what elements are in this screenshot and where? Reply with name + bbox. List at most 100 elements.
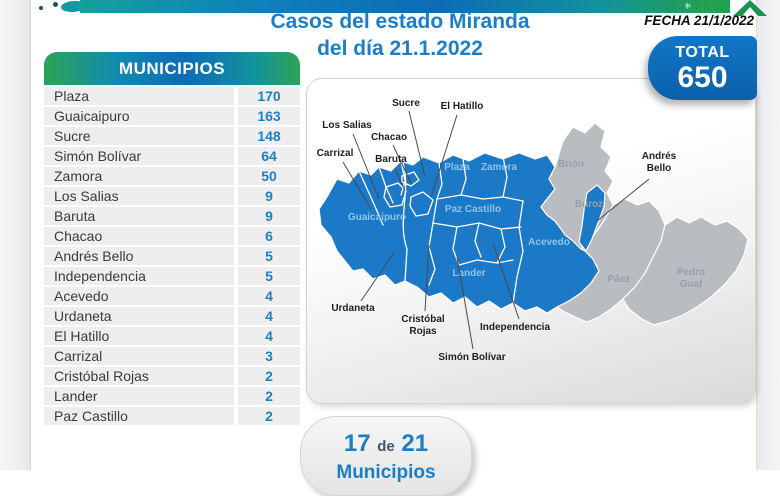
municipality-cases: 6	[238, 226, 300, 245]
map-region-label: Plaza	[444, 162, 470, 173]
map-leader-line	[424, 244, 430, 312]
table-row: Lander 2	[44, 386, 300, 405]
map-leader-line	[394, 167, 406, 192]
table-row: Paz Castillo 2	[44, 406, 300, 425]
municipality-cases: 163	[238, 106, 300, 125]
municipality-name: Zamora	[44, 166, 234, 185]
count-value: 17	[343, 430, 371, 457]
table-row: Andrés Bello 5	[44, 246, 300, 265]
table-row: Zamora 50	[44, 166, 300, 185]
table-row: Los Salias 9	[44, 186, 300, 205]
map-callout-label: El Hatillo	[441, 101, 484, 112]
banner-logo-blob	[61, 1, 85, 12]
map-leader-line	[430, 114, 458, 198]
total-value: 650	[677, 61, 728, 94]
municipios-table: MUNICIPIOS Plaza 170 Guaicaipuro 163 Sucre 14…	[44, 52, 300, 425]
map-callout-label: Andrés Bello	[642, 151, 677, 174]
map-region-label: Zamora	[481, 162, 518, 173]
map-callout-label: Chacao	[371, 132, 407, 143]
municipality-name: Lander	[44, 386, 234, 405]
map-leader-line	[596, 178, 650, 222]
map-labels: Guaicaipuro Plaza Zamora Paz Castillo Lander…	[317, 98, 706, 363]
municipality-cases: 9	[238, 186, 300, 205]
table-row: Plaza 170	[44, 86, 300, 105]
map-internal-borders	[358, 156, 524, 304]
table-row: Cristóbal Rojas 2	[44, 366, 300, 385]
map-leader-line	[492, 242, 520, 320]
table-row: Sucre 148	[44, 126, 300, 145]
map-region-label: Brión	[558, 159, 584, 170]
virus-icon: ✳	[684, 1, 692, 11]
municipality-name: Baruta	[44, 206, 234, 225]
map-region-label: Buroz	[575, 199, 603, 210]
map-callout-label: Urdaneta	[331, 303, 375, 314]
municipality-name: Independencia	[44, 266, 234, 285]
map-callout-label: Sucre	[392, 98, 420, 109]
right-gutter	[756, 0, 780, 470]
municipality-name: Urdaneta	[44, 306, 234, 325]
municipality-name: Plaza	[44, 86, 234, 105]
municipality-name: Guaicaipuro	[44, 106, 234, 125]
municipios-table-header: MUNICIPIOS	[44, 52, 300, 85]
fecha-label: FECHA 21/1/2022	[644, 13, 754, 28]
map-leader-line	[408, 110, 426, 178]
table-row: Acevedo 4	[44, 286, 300, 305]
table-row: Chacao 6	[44, 226, 300, 245]
banner-dot	[53, 2, 58, 7]
municipality-cases: 5	[238, 266, 300, 285]
municipality-name: Acevedo	[44, 286, 234, 305]
municipality-cases: 148	[238, 126, 300, 145]
miranda-map: Guaicaipuro Plaza Zamora Paz Castillo Lander…	[317, 98, 749, 363]
count-separator: de	[377, 438, 395, 455]
municipality-cases: 3	[238, 346, 300, 365]
total-badge: TOTAL 650	[648, 36, 757, 100]
municipality-cases: 64	[238, 146, 300, 165]
map-region-label: Páez	[608, 274, 631, 285]
map-gray-region-paez	[556, 198, 666, 323]
municipality-cases: 4	[238, 306, 300, 325]
table-row: Baruta 9	[44, 206, 300, 225]
table-row: El Hatillo 4	[44, 326, 300, 345]
municipality-cases: 5	[238, 246, 300, 265]
page-title: Casos del estado Miranda del día 21.1.20…	[250, 8, 550, 62]
table-row: Carrizal 3	[44, 346, 300, 365]
table-row: Guaicaipuro 163	[44, 106, 300, 125]
map-callout-label: Independencia	[480, 322, 550, 333]
municipality-cases: 2	[238, 406, 300, 425]
logo-triangle-inner	[742, 7, 758, 16]
map-callout-label: Cristóbal Rojas	[401, 314, 445, 337]
map-callout-label: Los Salias	[322, 120, 372, 131]
table-row: Simón Bolívar 64	[44, 146, 300, 165]
municipality-name: Los Salias	[44, 186, 234, 205]
page-title-line1: Casos del estado Miranda	[270, 10, 530, 33]
map-leader-line	[456, 256, 474, 350]
table-row: Independencia 5	[44, 266, 300, 285]
map-leader-line	[352, 133, 380, 200]
mountain-logo-icon	[733, 0, 767, 16]
map-leader-line	[360, 250, 396, 302]
map-leader-line	[342, 161, 372, 210]
municipality-name: Chacao	[44, 226, 234, 245]
table-row: Urdaneta 4	[44, 306, 300, 325]
municipality-name: Andrés Bello	[44, 246, 234, 265]
map-region-label: Acevedo	[528, 237, 570, 248]
municipality-cases: 170	[238, 86, 300, 105]
municipality-name: Simón Bolívar	[44, 146, 234, 165]
municipality-cases: 50	[238, 166, 300, 185]
municipios-table-body: Plaza 170 Guaicaipuro 163 Sucre 148 Simón Bolí…	[44, 86, 300, 425]
municipality-cases: 9	[238, 206, 300, 225]
map-gray-region-pedro-gual	[622, 216, 749, 326]
map-callout-label: Simón Bolívar	[438, 352, 505, 363]
municipality-name: Paz Castillo	[44, 406, 234, 425]
municipios-count-pill: 17 de 21 Municipios	[300, 416, 472, 496]
municipality-name: Cristóbal Rojas	[44, 366, 234, 385]
municipality-cases: 4	[238, 286, 300, 305]
map-region-label: Lander	[452, 268, 485, 279]
municipality-cases: 2	[238, 386, 300, 405]
map-leader-line	[392, 144, 412, 184]
miranda-map-panel: Guaicaipuro Plaza Zamora Paz Castillo Lander…	[306, 78, 756, 404]
municipality-cases: 2	[238, 366, 300, 385]
map-region-label: Guaicaipuro	[348, 212, 406, 223]
map-blue-region-andres-bello	[578, 184, 606, 252]
count-label: Municipios	[336, 462, 436, 483]
